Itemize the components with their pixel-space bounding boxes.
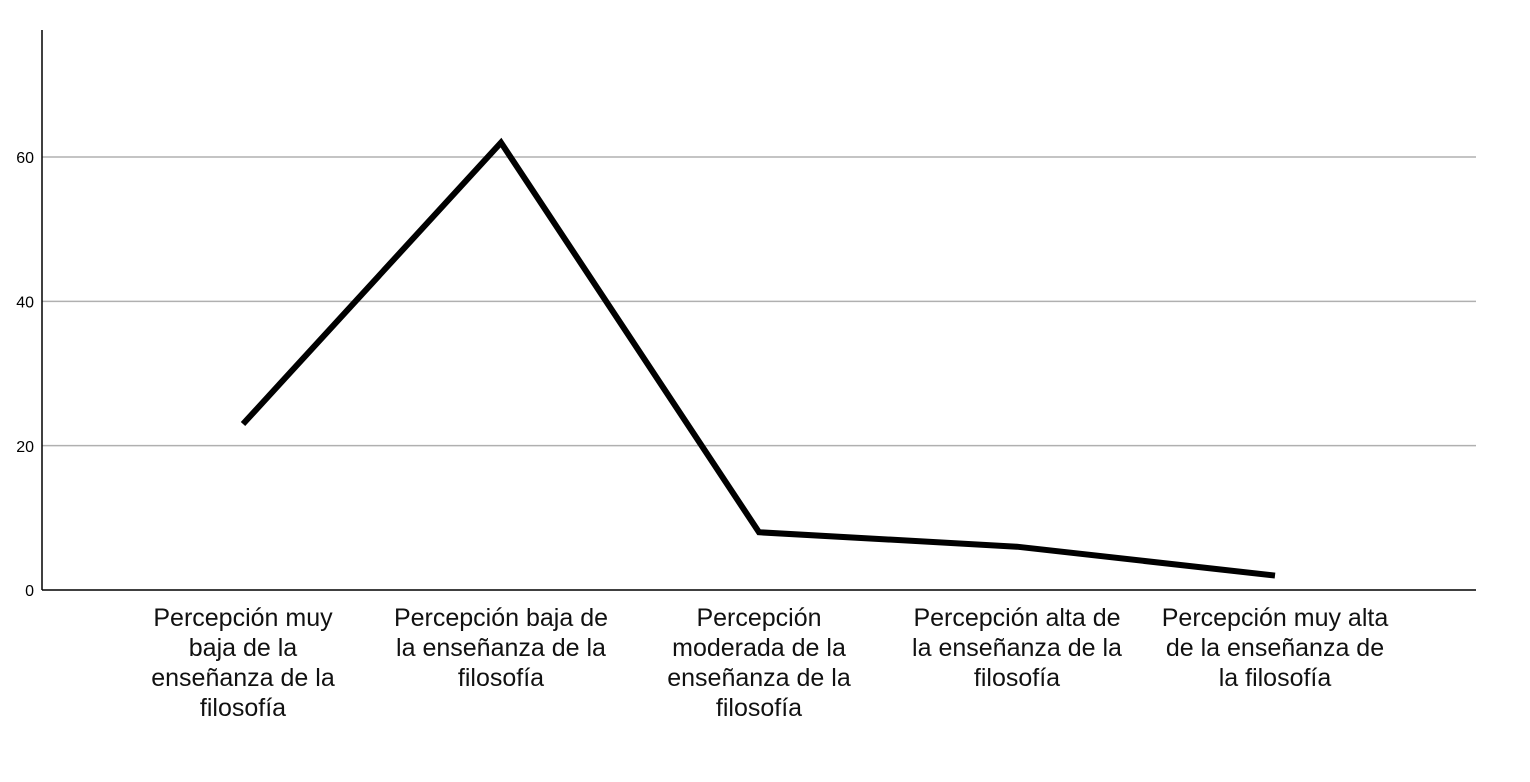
y-tick-label: 60 [16,150,34,167]
line [240,137,1276,579]
x-tick-label: Percepción baja de la enseñanza de la fi… [393,604,609,692]
x-tick-label: Percepción moderada de la enseñanza de l… [667,604,851,722]
x-tick-label: Percepción alta de la enseñanza de la fi… [912,604,1122,692]
x-tick-label: Percepción muy baja de la enseñanza de l… [151,604,335,722]
y-tick-label: 20 [16,439,34,456]
x-tick-label: Percepción muy alta de la enseñanza de l… [1161,604,1389,692]
y-tick-label: 0 [25,583,34,600]
y-tick-label: 40 [16,295,34,312]
